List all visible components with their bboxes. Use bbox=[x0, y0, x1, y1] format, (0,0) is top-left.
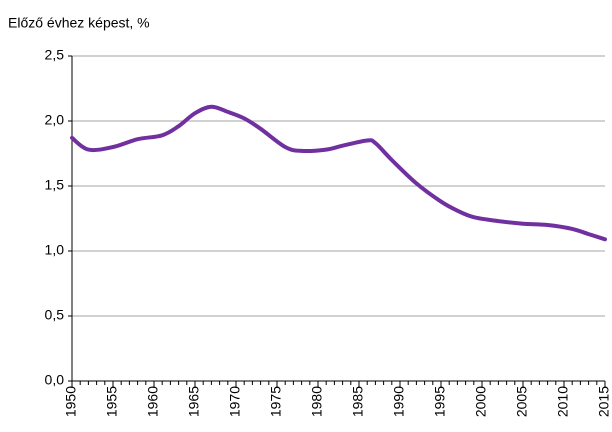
x-tick-label: 1970 bbox=[227, 386, 243, 417]
y-tick-label: 1,0 bbox=[45, 242, 65, 258]
y-tick-label: 2,0 bbox=[45, 112, 65, 128]
line-series bbox=[70, 104, 607, 242]
x-tick-label: 1995 bbox=[432, 386, 448, 417]
x-tick-label: 1990 bbox=[391, 386, 407, 417]
x-tick-label: 1980 bbox=[309, 386, 325, 417]
x-tick-label: 2010 bbox=[555, 386, 571, 417]
x-tick-label: 2015 bbox=[596, 386, 612, 417]
x-tick-label: 1960 bbox=[145, 386, 161, 417]
x-tick-label: 1955 bbox=[104, 386, 120, 417]
y-tick-label: 2,5 bbox=[45, 47, 65, 63]
x-tick-label: 2005 bbox=[514, 386, 530, 417]
y-tick-label: 0,0 bbox=[45, 372, 65, 388]
x-tick-label: 1950 bbox=[63, 386, 79, 417]
y-axis-label: Előző évhez képest, % bbox=[8, 15, 150, 31]
y-tick-label: 0,5 bbox=[45, 307, 65, 323]
x-tick-label: 1965 bbox=[186, 386, 202, 417]
x-tick-label: 2000 bbox=[473, 386, 489, 417]
y-tick-label: 1,5 bbox=[45, 177, 65, 193]
x-tick-label: 1975 bbox=[268, 386, 284, 417]
x-tick-label: 1985 bbox=[350, 386, 366, 417]
